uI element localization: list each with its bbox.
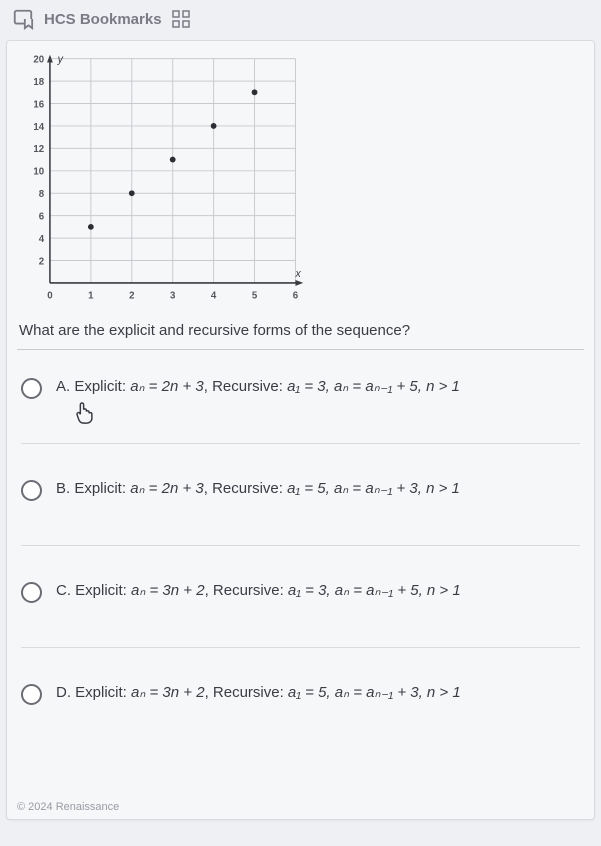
svg-text:3: 3 [170, 290, 176, 301]
svg-text:6: 6 [293, 290, 299, 301]
svg-text:x: x [294, 268, 301, 280]
choice-divider [21, 443, 580, 444]
answer-choices: A. Explicit: aₙ = 2n + 3, Recursive: a₁ … [17, 376, 584, 705]
copyright-footer: © 2024 Renaissance [17, 801, 119, 813]
pointer-cursor-icon [73, 400, 95, 424]
choice-a-text: A. Explicit: aₙ = 2n + 3, Recursive: a₁ … [56, 376, 460, 399]
svg-text:4: 4 [39, 234, 45, 245]
radio-d[interactable] [21, 684, 42, 705]
svg-text:4: 4 [211, 290, 217, 301]
svg-text:6: 6 [39, 212, 45, 223]
top-bar: HCS Bookmarks [0, 0, 601, 38]
svg-text:0: 0 [47, 290, 52, 301]
choice-a[interactable]: A. Explicit: aₙ = 2n + 3, Recursive: a₁ … [21, 376, 580, 399]
question-text: What are the explicit and recursive form… [19, 322, 582, 339]
svg-text:16: 16 [33, 99, 44, 110]
svg-text:14: 14 [33, 122, 44, 133]
choice-c[interactable]: C. Explicit: aₙ = 3n + 2, Recursive: a₁ … [21, 580, 580, 603]
svg-text:20: 20 [33, 55, 44, 66]
choice-d-text: D. Explicit: aₙ = 3n + 2, Recursive: a₁ … [56, 682, 461, 705]
radio-b[interactable] [21, 480, 42, 501]
svg-text:12: 12 [33, 144, 44, 155]
svg-text:10: 10 [33, 167, 44, 178]
bookmark-icon[interactable] [12, 8, 34, 30]
radio-a[interactable] [21, 378, 42, 399]
svg-text:8: 8 [39, 189, 45, 200]
bookmarks-label[interactable]: HCS Bookmarks [44, 11, 162, 28]
svg-text:y: y [57, 54, 64, 66]
sequence-chart: yx24681012141618200123456 [19, 49, 309, 310]
svg-text:1: 1 [88, 290, 94, 301]
choice-d[interactable]: D. Explicit: aₙ = 3n + 2, Recursive: a₁ … [21, 682, 580, 705]
divider [17, 349, 584, 350]
choice-divider [21, 647, 580, 648]
choice-divider [21, 545, 580, 546]
svg-text:5: 5 [252, 290, 258, 301]
radio-c[interactable] [21, 582, 42, 603]
svg-text:2: 2 [39, 256, 44, 267]
choice-b-text: B. Explicit: aₙ = 2n + 3, Recursive: a₁ … [56, 478, 460, 501]
choice-c-text: C. Explicit: aₙ = 3n + 2, Recursive: a₁ … [56, 580, 461, 603]
question-card: yx24681012141618200123456 What are the e… [6, 40, 595, 820]
svg-text:2: 2 [129, 290, 134, 301]
svg-text:18: 18 [33, 77, 44, 88]
apps-grid-icon[interactable] [172, 10, 190, 28]
question-text-row: What are the explicit and recursive form… [17, 316, 584, 341]
choice-b[interactable]: B. Explicit: aₙ = 2n + 3, Recursive: a₁ … [21, 478, 580, 501]
